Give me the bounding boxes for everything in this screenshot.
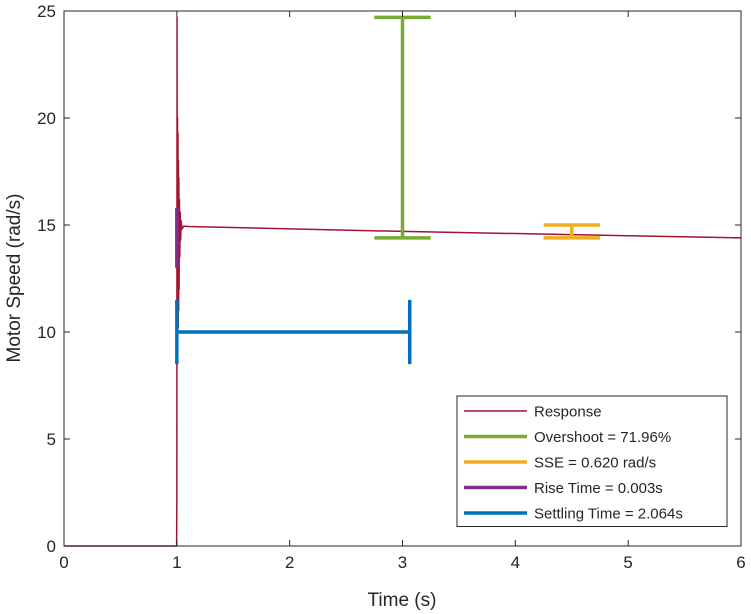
legend-label: Settling Time = 2.064s (534, 506, 683, 523)
x-tick-label: 4 (511, 553, 520, 572)
y-axis-title: Motor Speed (rad/s) (4, 194, 25, 363)
y-tick-label: 5 (47, 430, 56, 449)
x-tick-label: 3 (398, 553, 407, 572)
y-tick-label: 15 (37, 216, 56, 235)
x-tick-label: 0 (59, 553, 68, 572)
legend: Response Overshoot = 71.96% SSE = 0.620 ra… (456, 395, 728, 527)
x-tick-label: 5 (623, 553, 632, 572)
x-tick-label: 1 (172, 553, 181, 572)
x-axis-title: Time (s) (368, 590, 437, 611)
x-tick-label: 2 (285, 553, 294, 572)
legend-label: SSE = 0.620 rad/s (534, 455, 656, 472)
y-tick-label: 0 (47, 537, 56, 556)
y-tick-label: 25 (37, 2, 56, 21)
y-tick-label: 10 (37, 323, 56, 342)
y-tick-label: 20 (37, 109, 56, 128)
legend-label: Response (534, 404, 602, 421)
tick-layer: 0 1 2 3 4 5 6 0 5 10 15 20 25 (37, 2, 746, 572)
x-tick-label: 6 (736, 553, 745, 572)
legend-label: Overshoot = 71.96% (534, 429, 671, 446)
annotation-layer (175, 15, 600, 365)
legend-label: Rise Time = 0.003s (534, 480, 663, 497)
